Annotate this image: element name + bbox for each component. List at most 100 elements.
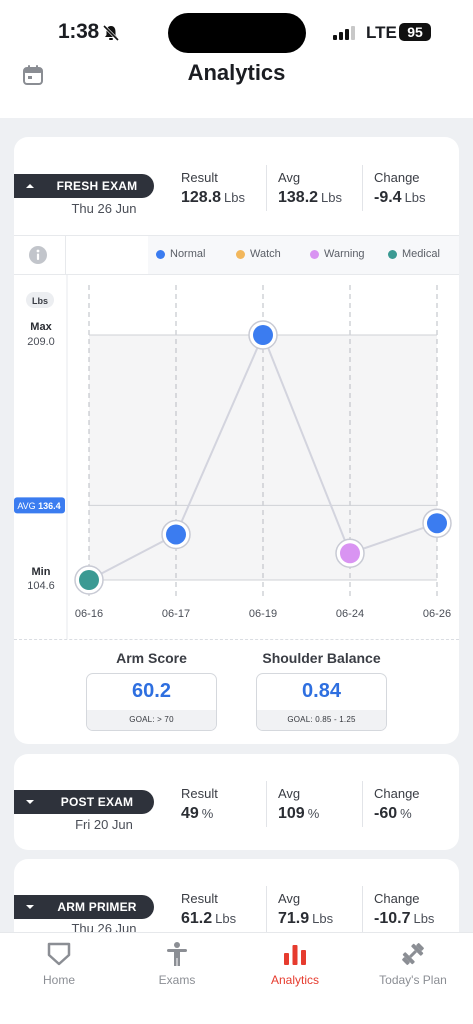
arm-score-box[interactable]: 60.2 GOAL: > 70	[86, 673, 217, 731]
divider	[362, 165, 363, 211]
stat-label: Avg	[278, 170, 301, 185]
person-icon	[167, 942, 187, 966]
unit-badge	[26, 292, 54, 308]
x-tick-label: 06-17	[162, 608, 190, 620]
stat-label: Avg	[278, 786, 301, 801]
legend-row: Normal Watch Warning Medical	[14, 235, 459, 275]
exam-toggle[interactable]: POST EXAM	[14, 790, 154, 814]
section-divider	[14, 639, 459, 640]
avg-label: AVG 136.4	[17, 501, 60, 511]
battery-icon: 95	[399, 23, 431, 41]
divider	[362, 886, 363, 932]
y-unit-label: Lbs	[32, 296, 48, 306]
stat-value: -9.4 Lbs	[374, 189, 426, 206]
data-point[interactable]	[166, 524, 186, 545]
tab-analytics[interactable]: Analytics	[236, 941, 354, 987]
x-tick-label: 06-26	[423, 608, 451, 620]
data-point[interactable]	[253, 325, 273, 345]
status-bar: 1:38 LTE 95	[0, 0, 473, 62]
stat-result: Result 128.8 Lbs	[181, 170, 245, 207]
stat-value: 61.2 Lbs	[181, 910, 237, 927]
home-plate-icon	[47, 942, 71, 966]
exam-date: Fri 20 Jun	[75, 817, 133, 832]
x-tick-label: 06-16	[75, 608, 103, 620]
stat-avg: Avg 138.2 Lbs	[278, 170, 342, 207]
bell-slash-icon	[102, 24, 120, 42]
stat-change: Change -10.7 Lbs	[374, 891, 434, 928]
stat-label: Result	[181, 891, 218, 906]
stat-value: 128.8 Lbs	[181, 189, 246, 206]
dynamic-island	[168, 13, 306, 53]
stat-avg: Avg 109%	[278, 786, 319, 823]
stat-value: 138.2 Lbs	[278, 189, 343, 206]
shoulder-balance-box[interactable]: 0.84 GOAL: 0.85 - 1.25	[256, 673, 387, 731]
stat-value: 109%	[278, 805, 320, 822]
legend-watch: Watch	[236, 248, 281, 260]
stat-value: 71.9 Lbs	[278, 910, 334, 927]
avg-badge	[14, 497, 65, 514]
exam-toggle[interactable]: FRESH EXAM	[14, 174, 154, 198]
tab-exams[interactable]: Exams	[118, 941, 236, 987]
page-title: Analytics	[187, 60, 286, 85]
exam-name: ARM PRIMER	[57, 900, 137, 914]
divider	[362, 781, 363, 827]
divider	[266, 886, 267, 932]
chart-legend: Normal Watch Warning Medical	[148, 236, 459, 274]
exam-card-post[interactable]: POST EXAM Fri 20 Jun Result 49% Avg 109%…	[14, 754, 459, 850]
y-min-label: Min	[32, 566, 51, 578]
weight-line-chart: Lbs Max 209.0 AVG 136.4 Min 104.6 06-16 06-17 0…	[14, 275, 452, 639]
exam-date: Thu 26 Jun	[71, 201, 137, 216]
exam-card-fresh: FRESH EXAM Thu 26 Jun Result 128.8 Lbs Av…	[14, 137, 459, 744]
stat-result: Result 49%	[181, 786, 218, 823]
data-point[interactable]	[427, 513, 447, 534]
y-max-value: 209.0	[27, 336, 55, 348]
tab-bar: Home Exams Analytics Toda	[0, 932, 473, 1024]
stat-value: -60%	[374, 805, 412, 822]
y-max-label: Max	[30, 321, 52, 333]
shoulder-balance-title: Shoulder Balance	[262, 650, 381, 666]
chevron-up-icon	[26, 184, 34, 188]
stat-value: -10.7 Lbs	[374, 910, 435, 927]
divider	[266, 165, 267, 211]
legend-normal: Normal	[156, 248, 205, 260]
arm-score-title: Arm Score	[116, 650, 187, 666]
exam-toggle[interactable]: ARM PRIMER	[14, 895, 154, 919]
chevron-down-icon	[26, 800, 34, 804]
legend-medical: Medical	[388, 248, 440, 260]
arm-score-goal: GOAL: > 70	[87, 710, 216, 730]
tab-label: Exams	[158, 973, 196, 987]
arm-score-value: 60.2	[132, 680, 171, 702]
dumbbell-icon	[402, 943, 424, 965]
stat-avg: Avg 71.9 Lbs	[278, 891, 333, 928]
calendar-icon[interactable]	[22, 64, 44, 86]
stat-label: Result	[181, 786, 218, 801]
tab-label: Analytics	[270, 973, 320, 987]
exam-name: FRESH EXAM	[56, 179, 138, 193]
bar-chart-icon	[284, 945, 306, 965]
signal-icon	[333, 26, 355, 40]
info-icon	[29, 246, 47, 264]
data-point[interactable]	[340, 543, 360, 564]
tab-label: Today's Plan	[379, 973, 447, 987]
x-tick-label: 06-24	[336, 608, 364, 620]
data-point[interactable]	[79, 570, 99, 590]
stat-label: Result	[181, 170, 218, 185]
network-type: LTE	[366, 23, 397, 42]
exam-name: POST EXAM	[60, 795, 134, 809]
y-min-value: 104.6	[27, 580, 55, 592]
tab-label: Home	[42, 973, 75, 987]
stat-value: 49%	[181, 805, 214, 822]
info-button[interactable]	[14, 236, 66, 274]
legend-warning: Warning	[310, 248, 365, 260]
stat-change: Change -9.4 Lbs	[374, 170, 426, 207]
app-header: Analytics	[0, 56, 473, 118]
stat-label: Change	[374, 170, 420, 185]
tab-todays-plan[interactable]: Today's Plan	[354, 941, 472, 987]
tab-home[interactable]: Home	[0, 941, 118, 987]
stat-label: Change	[374, 891, 420, 906]
divider	[266, 781, 267, 827]
x-tick-label: 06-19	[249, 608, 277, 620]
stat-result: Result 61.2 Lbs	[181, 891, 236, 928]
stat-change: Change -60%	[374, 786, 420, 823]
status-time: 1:38	[58, 20, 99, 43]
